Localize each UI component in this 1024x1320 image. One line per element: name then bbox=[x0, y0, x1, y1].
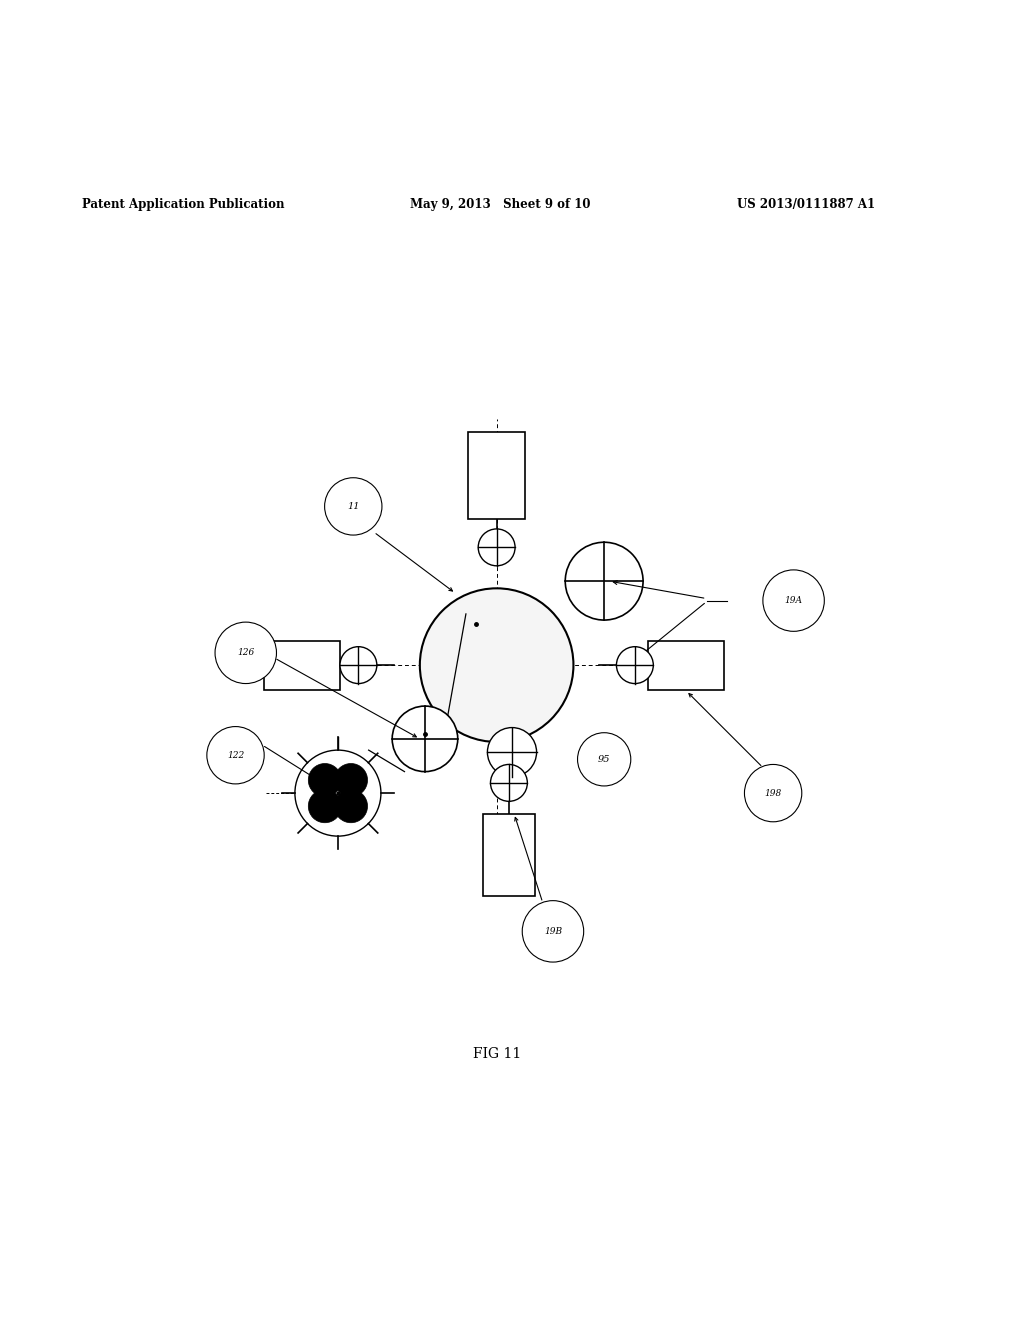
Circle shape bbox=[392, 706, 458, 772]
Bar bbox=[264, 640, 340, 689]
Text: Patent Application Publication: Patent Application Publication bbox=[82, 198, 285, 211]
Circle shape bbox=[325, 478, 382, 535]
Circle shape bbox=[335, 763, 368, 797]
Bar bbox=[468, 432, 524, 519]
Circle shape bbox=[763, 570, 824, 631]
Text: 11: 11 bbox=[347, 502, 359, 511]
Circle shape bbox=[478, 529, 515, 566]
Circle shape bbox=[340, 647, 377, 684]
Circle shape bbox=[215, 622, 276, 684]
Circle shape bbox=[578, 733, 631, 785]
Text: May 9, 2013   Sheet 9 of 10: May 9, 2013 Sheet 9 of 10 bbox=[410, 198, 590, 211]
Circle shape bbox=[420, 589, 573, 742]
Text: 95: 95 bbox=[598, 755, 610, 764]
Circle shape bbox=[308, 789, 341, 822]
Circle shape bbox=[308, 763, 341, 797]
Bar bbox=[647, 640, 724, 689]
Text: 198: 198 bbox=[765, 788, 781, 797]
Bar bbox=[486, 539, 507, 557]
Text: 19B: 19B bbox=[544, 927, 562, 936]
Text: 122: 122 bbox=[227, 751, 244, 760]
Bar bbox=[483, 813, 535, 895]
Circle shape bbox=[207, 726, 264, 784]
Circle shape bbox=[490, 764, 527, 801]
Circle shape bbox=[616, 647, 653, 684]
Bar bbox=[499, 774, 519, 792]
Circle shape bbox=[335, 789, 368, 822]
Circle shape bbox=[487, 727, 537, 776]
Text: 126: 126 bbox=[238, 648, 254, 657]
Circle shape bbox=[522, 900, 584, 962]
Circle shape bbox=[744, 764, 802, 822]
Circle shape bbox=[565, 543, 643, 620]
Text: FIG 11: FIG 11 bbox=[472, 1047, 521, 1061]
Circle shape bbox=[295, 750, 381, 836]
Text: 19A: 19A bbox=[784, 597, 803, 605]
Text: US 2013/0111887 A1: US 2013/0111887 A1 bbox=[737, 198, 876, 211]
